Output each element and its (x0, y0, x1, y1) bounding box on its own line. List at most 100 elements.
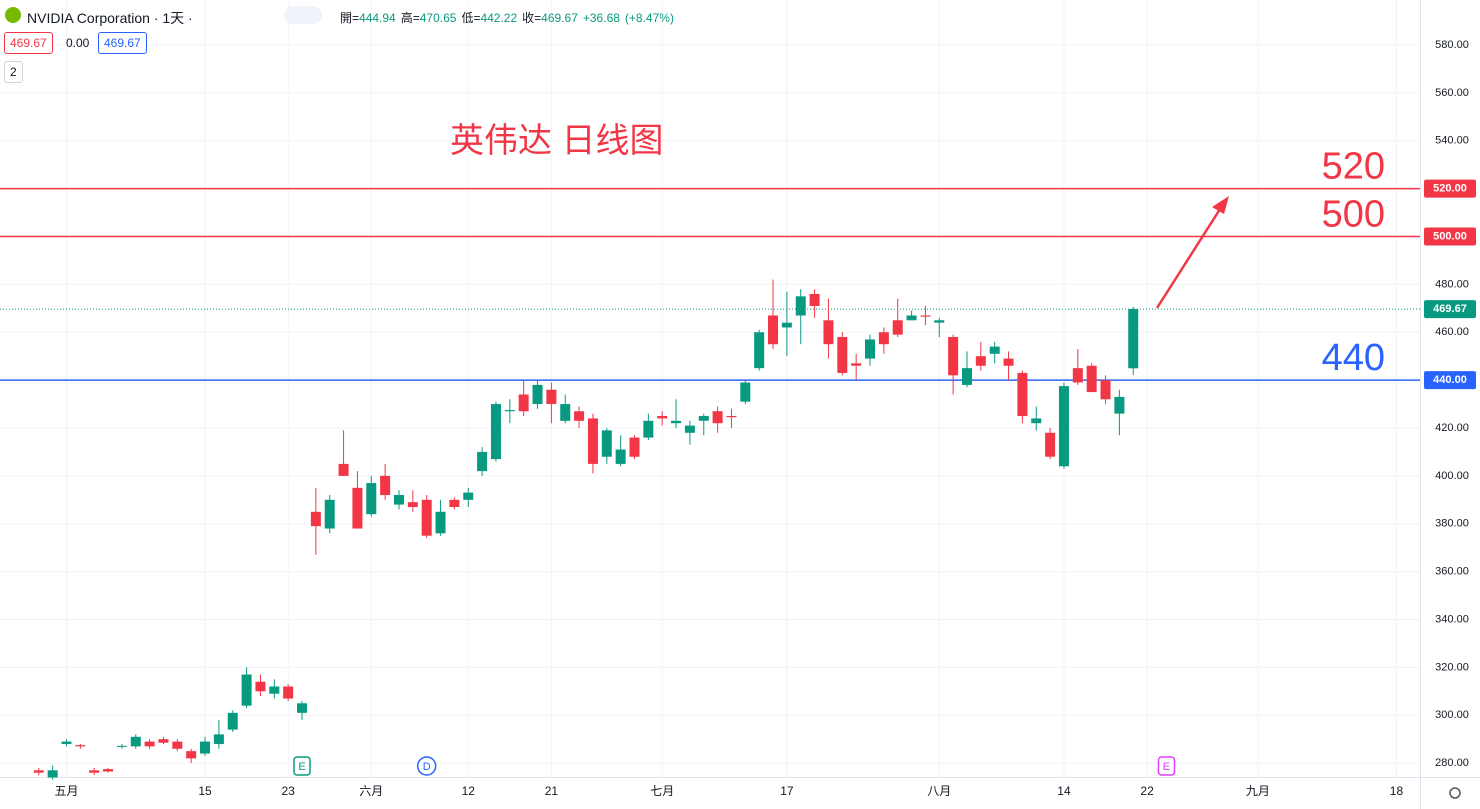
candle-body (948, 337, 959, 376)
candle-body (712, 411, 723, 424)
candle-body (726, 416, 737, 418)
candle-body (213, 734, 224, 744)
x-tick-label: 18 (1390, 784, 1404, 798)
candle-body (892, 320, 903, 335)
event-label: D (423, 761, 431, 773)
level-label: 440.00 (1433, 374, 1467, 386)
candle-body (366, 483, 377, 515)
symbol-logo (5, 7, 21, 23)
event-label: E (1163, 761, 1170, 773)
y-tick-label: 280.00 (1435, 757, 1469, 769)
arrow (1155, 205, 1224, 309)
candle-body (920, 315, 931, 317)
candle-body (657, 416, 668, 419)
candle-body (1100, 380, 1111, 400)
candle-body (116, 745, 127, 747)
y-tick-label: 540.00 (1435, 135, 1469, 147)
y-tick-label: 340.00 (1435, 613, 1469, 625)
plot: 520.00 520 500.00 500 440.00 440 469.67 E D E (0, 146, 1476, 780)
candle-body (643, 420, 654, 438)
ohlc-value: 442.22 (480, 11, 518, 25)
candle-body (560, 404, 571, 421)
candle-body (407, 502, 418, 507)
y-tick-label: 300.00 (1435, 709, 1469, 721)
candle-body (33, 770, 44, 773)
candle-body (89, 770, 100, 773)
candle-body (324, 499, 335, 529)
candle-body (781, 322, 792, 328)
symbol: NVIDIA Corporation · 1天 · (27, 10, 193, 26)
level-label-bg (1424, 371, 1476, 390)
settings-icon[interactable] (1449, 787, 1461, 799)
candle-body (283, 686, 294, 699)
candle-body (75, 745, 86, 747)
candle-body (671, 420, 682, 424)
candle-body (449, 499, 460, 507)
candle-body (1128, 309, 1139, 369)
indicator-toggle[interactable]: 2 (4, 61, 23, 83)
candle-body (574, 411, 585, 421)
candle-body (352, 487, 363, 529)
ohlc-label: 高= (400, 11, 420, 25)
candle-body (768, 315, 779, 345)
y-tick-label: 580.00 (1435, 39, 1469, 51)
level-annotation: 520 (1322, 146, 1385, 188)
y-tick-label: 420.00 (1435, 422, 1469, 434)
x-tick-label: 六月 (359, 784, 383, 798)
candle-body (601, 430, 612, 457)
y-tick-label: 380.00 (1435, 518, 1469, 530)
x-tick-label: 七月 (650, 784, 674, 798)
y-tick-label: 460.00 (1435, 326, 1469, 338)
axis-border (1420, 0, 1421, 809)
candle-body (144, 741, 155, 747)
candle-body (989, 346, 1000, 354)
candle-body (1086, 365, 1097, 393)
x-tick-label: 23 (281, 784, 295, 798)
y-tick-label: 480.00 (1435, 278, 1469, 290)
candle-body (878, 332, 889, 345)
candle-body (380, 475, 391, 496)
x-tick-label: 12 (462, 784, 476, 798)
candle-body (463, 492, 474, 500)
change-pct: (+8.47%) (624, 11, 674, 25)
grid: 280.00 300.00 320.00 340.00 360.00 380.00 400.… (0, 0, 1469, 798)
level-label-bg (1424, 179, 1476, 198)
candle-body (906, 315, 917, 321)
candle-body (338, 463, 349, 476)
spread: 0.00 (66, 36, 90, 50)
ohlc-label: 低= (461, 11, 481, 25)
level-annotation: 440 (1322, 337, 1385, 379)
level-label: 469.67 (1433, 303, 1467, 315)
candle-body (310, 511, 321, 527)
candle-body (393, 495, 404, 505)
toggle[interactable] (284, 6, 322, 24)
candle-body (1017, 372, 1028, 417)
change: +36.68 (582, 11, 620, 25)
x-tick-label: 21 (545, 784, 559, 798)
x-tick-label: 五月 (54, 784, 78, 798)
candle-body (823, 320, 834, 345)
ohlc-label: 開= (340, 11, 360, 25)
level-annotation: 500 (1322, 194, 1385, 236)
candle-body (297, 703, 308, 713)
candle-body (795, 296, 806, 316)
x-tick-label: 14 (1057, 784, 1071, 798)
candle-body (684, 425, 695, 433)
candle-body (241, 674, 252, 706)
ohlc-value: 469.67 (541, 11, 578, 25)
candle-body (698, 416, 709, 421)
x-tick-label: 九月 (1246, 784, 1270, 798)
ask-box: 469.67 (98, 32, 147, 54)
event-label: E (298, 761, 305, 773)
candle-body (865, 339, 876, 359)
candle-body (754, 332, 765, 369)
ohlc-value: 470.65 (419, 11, 457, 25)
candle-body (837, 337, 848, 373)
candle-body (1003, 358, 1014, 366)
candle-body (1045, 432, 1056, 457)
ohlc: 開=444.94 高=470.65 低=442.22 收=469.67 +36.68 (+… (340, 9, 679, 26)
ohlc-value: 444.94 (359, 11, 396, 25)
candle-body (629, 437, 640, 457)
candle-body (172, 741, 183, 749)
